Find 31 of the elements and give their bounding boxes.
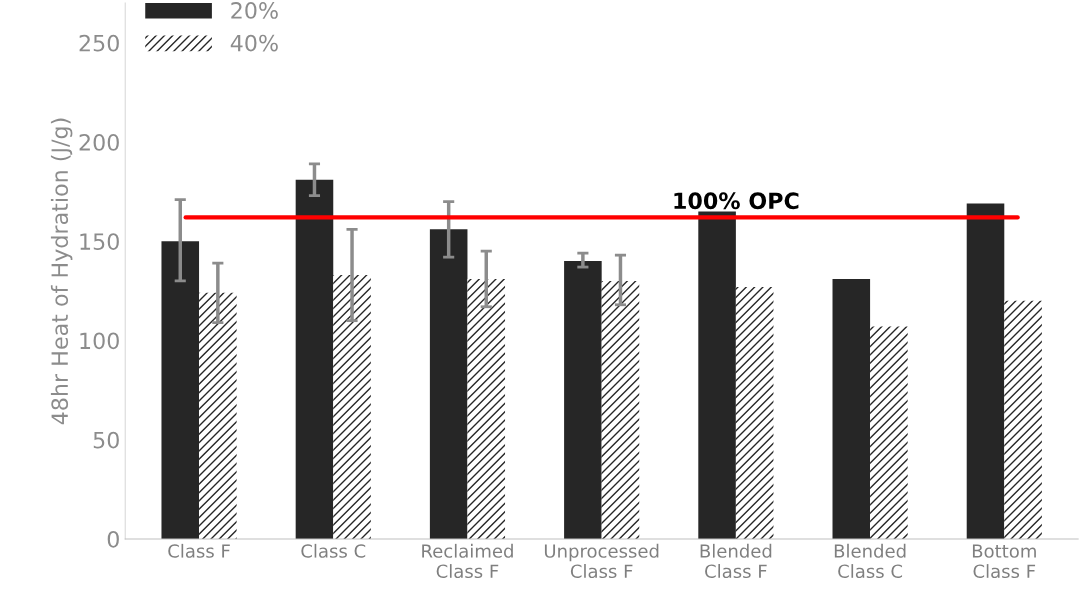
- bar: [161, 241, 200, 539]
- bar: [698, 211, 736, 539]
- x-tick-label: Reclaimed Class F: [422, 543, 513, 579]
- x-tick-label: Unprocessed Class F: [544, 543, 659, 579]
- bar: [1004, 300, 1042, 539]
- bar: [601, 280, 640, 539]
- x-tick-label: Blended Class C: [834, 543, 906, 579]
- x-tick-label: Class F: [168, 543, 230, 558]
- x-tick-label: Class C: [301, 543, 366, 558]
- x-tick-label: Blended Class F: [700, 543, 772, 579]
- bar: [429, 229, 468, 539]
- y-tick-label: 150: [80, 233, 119, 251]
- y-tick-label: 250: [79, 34, 119, 52]
- y-axis-title: 48hr Heat of Hydration (J/g): [50, 118, 73, 425]
- bar: [295, 179, 334, 539]
- x-tick-label: Bottom Class F: [972, 544, 1036, 579]
- y-tick-label: 0: [107, 530, 119, 548]
- ref-line-label: 100% OPC: [674, 192, 799, 210]
- legend-label: 40%: [230, 34, 278, 52]
- bar: [333, 275, 371, 539]
- bar: [564, 261, 602, 539]
- y-tick-label: 100: [80, 332, 119, 350]
- legend-label: 20%: [231, 2, 278, 19]
- y-tick-label: 200: [79, 133, 119, 151]
- bar: [735, 286, 774, 539]
- bar: [966, 203, 1005, 539]
- bar: [870, 326, 908, 539]
- bar: [832, 278, 871, 539]
- bar: [199, 292, 237, 539]
- y-tick-label: 50: [93, 431, 119, 449]
- bar: [467, 278, 506, 539]
